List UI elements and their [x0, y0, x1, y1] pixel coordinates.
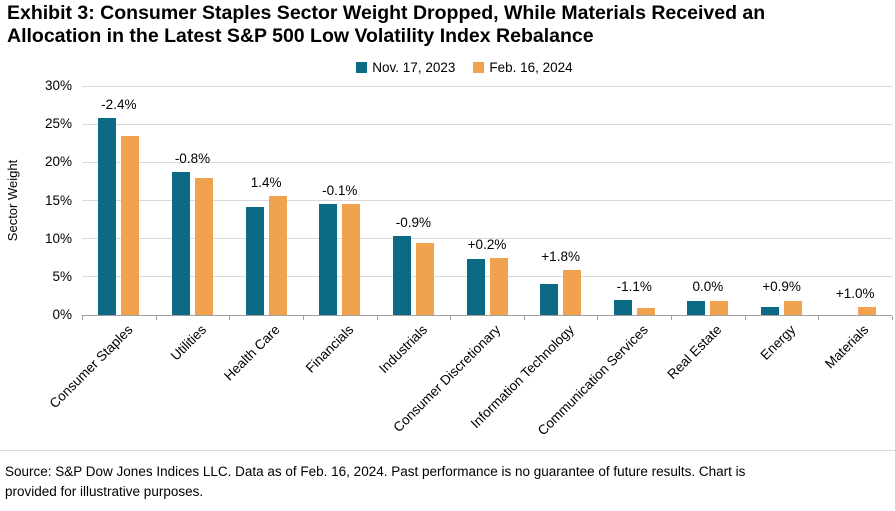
bar-materials-feb-16-2024 [857, 307, 876, 315]
y-tick-label: 30% [44, 78, 72, 93]
diff-label-real-estate: 0.0% [692, 279, 724, 295]
diff-label-materials: +1.0% [835, 286, 875, 302]
bar-chart: Sector Weight 0% 5% 10% 15% 20% 25% 30% -2.4% -… [0, 79, 893, 457]
bar-information-technology-nov-17-2023 [540, 283, 559, 315]
source-note-line2: provided for illustrative purposes. [5, 484, 204, 499]
x-axis-labels: Consumer Staples Utilities Health Care Fina… [46, 322, 892, 457]
bar-industrials-nov-17-2023 [392, 236, 411, 315]
bar-utilities-feb-16-2024 [194, 178, 213, 315]
legend-swatch-icon [473, 62, 485, 73]
bar-financials-nov-17-2023 [319, 203, 338, 315]
y-tick-label: 0% [52, 307, 72, 322]
bar-utilities-nov-17-2023 [171, 172, 190, 315]
y-tick-label: 25% [44, 116, 72, 132]
diff-label-consumer-staples: -2.4% [101, 97, 137, 113]
x-tick-mark [156, 316, 157, 320]
x-tick-mark [597, 316, 598, 320]
diff-label-utilities: -0.8% [174, 151, 211, 167]
divider-line [0, 450, 895, 451]
diff-label-industrials: -0.9% [395, 215, 431, 231]
legend-swatch-icon [356, 62, 368, 73]
bar-health-care-nov-17-2023 [245, 206, 264, 315]
diff-label-consumer-discretionary: +0.2% [467, 236, 507, 252]
x-tick-mark [671, 316, 672, 320]
bar-financials-feb-16-2024 [342, 204, 361, 315]
y-tick-label: 20% [44, 154, 72, 170]
y-tick-label: 15% [44, 192, 72, 208]
x-axis-label-consumer-staples: Consumer Staples [46, 322, 136, 412]
gridline [82, 200, 892, 201]
legend-item-feb-16-2024: Feb. 16, 2024 [473, 60, 573, 75]
bar-consumer-staples-nov-17-2023 [98, 118, 117, 315]
diff-label-information-technology: +1.8% [541, 248, 580, 264]
plot-area: -2.4% -0.8% 1.4% -0.1% -0.9% +0.2% +1.8% -1.1% 0… [82, 85, 893, 320]
bar-communication-services-feb-16-2024 [636, 308, 655, 315]
source-note-line1: Source: S&P Dow Jones Indices LLC. Data … [5, 464, 746, 479]
chart-title-line2: Allocation in the Latest S&P 500 Low Vol… [7, 25, 594, 47]
diff-label-energy: +0.9% [762, 279, 801, 295]
x-tick-mark [745, 316, 746, 320]
gridline [82, 276, 892, 278]
bar-industrials-feb-16-2024 [415, 243, 434, 315]
x-tick-mark [303, 316, 304, 320]
x-tick-mark [450, 316, 451, 320]
bar-consumer-discretionary-nov-17-2023 [466, 259, 485, 315]
bar-real-estate-feb-16-2024 [710, 300, 729, 315]
y-tick-label: 5% [52, 268, 72, 284]
gridline [82, 85, 892, 87]
source-note: Source: S&P Dow Jones Indices LLC. Data … [5, 462, 890, 502]
x-tick-mark [82, 316, 83, 320]
gridline [82, 123, 892, 125]
y-tick-label: 10% [44, 230, 72, 246]
diff-label-health-care: 1.4% [250, 174, 282, 190]
x-axis-label-industrials: Industrials [375, 322, 430, 377]
x-axis-label-real-estate: Real Estate [664, 322, 725, 382]
x-tick-mark [818, 316, 819, 320]
x-tick-mark [524, 316, 525, 320]
diff-label-financials: -0.1% [322, 182, 358, 198]
legend-label-feb-16-2024: Feb. 16, 2024 [489, 60, 573, 75]
x-axis-label-materials: Materials [822, 322, 872, 372]
x-axis-label-financials: Financials [302, 322, 357, 376]
chart-legend: Nov. 17, 2023 Feb. 16, 2024 [0, 60, 895, 75]
x-axis-label-utilities: Utilities [167, 322, 210, 364]
chart-title-line1: Exhibit 3: Consumer Staples Sector Weigh… [7, 2, 766, 24]
gridline [82, 161, 892, 163]
bar-energy-feb-16-2024 [784, 300, 803, 315]
chart-title: Exhibit 3: Consumer Staples Sector Weigh… [7, 2, 891, 48]
bar-real-estate-nov-17-2023 [687, 300, 706, 315]
legend-item-nov-17-2023: Nov. 17, 2023 [356, 60, 455, 75]
bar-consumer-discretionary-feb-16-2024 [489, 257, 508, 315]
bar-information-technology-feb-16-2024 [563, 269, 582, 315]
bar-consumer-staples-feb-16-2024 [121, 136, 140, 315]
bar-communication-services-nov-17-2023 [613, 299, 632, 315]
bar-energy-nov-17-2023 [761, 307, 780, 315]
x-tick-mark [377, 316, 378, 320]
diff-label-communication-services: -1.1% [616, 278, 652, 294]
x-axis-label-energy: Energy [757, 322, 799, 363]
gridline [82, 238, 892, 240]
x-axis-label-health-care: Health Care [221, 322, 283, 384]
bar-health-care-feb-16-2024 [268, 195, 287, 315]
x-tick-mark [229, 316, 230, 320]
y-axis-ticks: 0% 5% 10% 15% 20% 25% 30% [0, 79, 72, 322]
x-tick-mark [892, 316, 893, 320]
legend-label-nov-17-2023: Nov. 17, 2023 [372, 60, 456, 75]
